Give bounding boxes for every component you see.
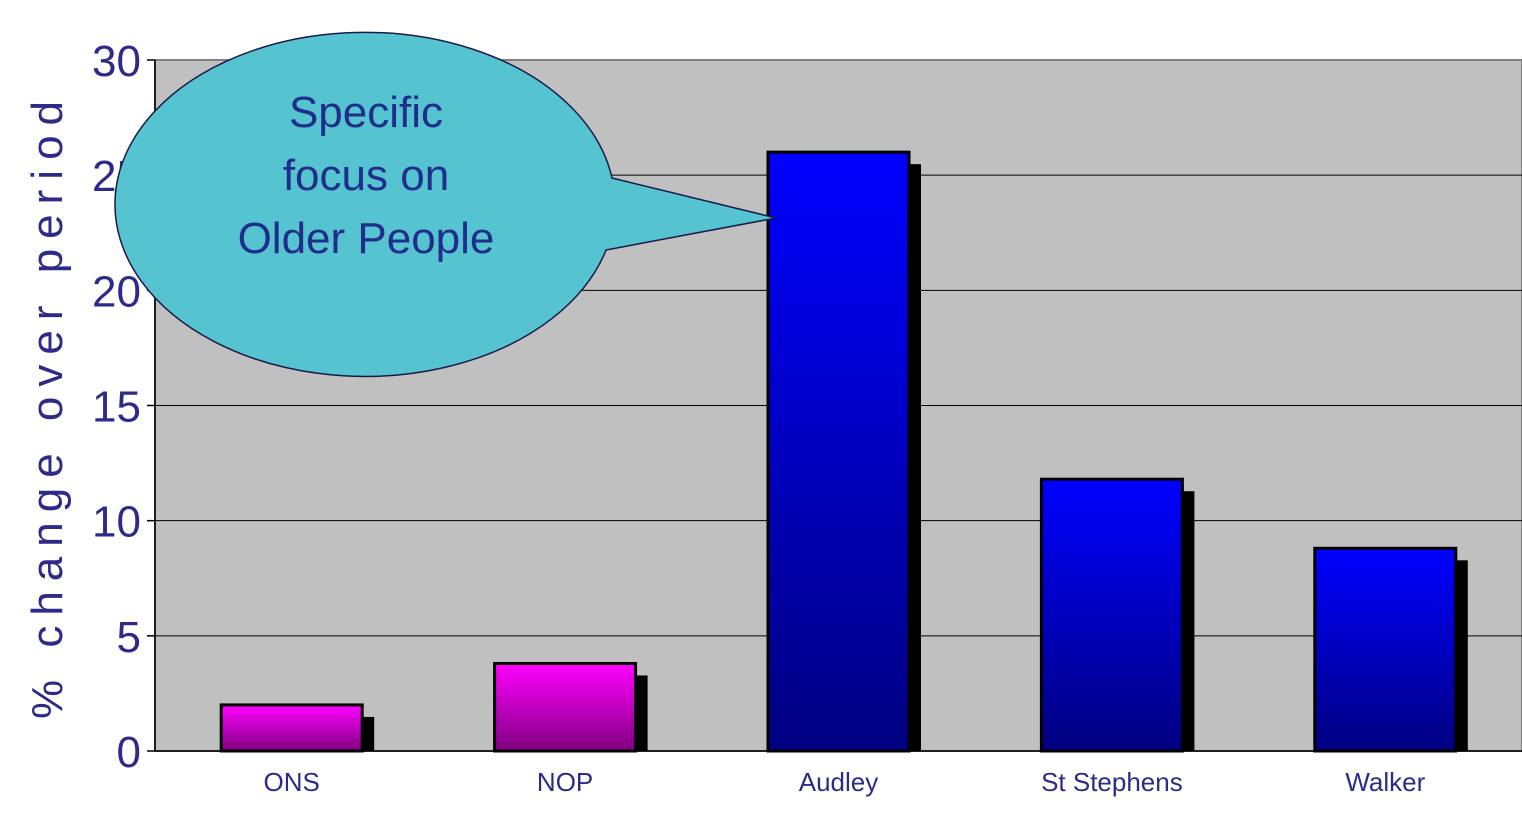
y-tick-label: 10 bbox=[92, 498, 141, 547]
bar-audley bbox=[766, 150, 911, 753]
callout-annotation: Specific focus on Older People bbox=[114, 31, 777, 378]
x-tick-label: Walker bbox=[1345, 767, 1425, 797]
bar-st-stephens bbox=[1039, 477, 1184, 753]
y-tick-label: 5 bbox=[117, 613, 141, 662]
y-tick-label: 20 bbox=[92, 267, 141, 316]
callout-bubble bbox=[114, 31, 777, 378]
callout-line-2: focus on bbox=[283, 151, 449, 200]
y-tick-label: 0 bbox=[117, 728, 141, 777]
y-axis-label: % change over period bbox=[23, 91, 72, 719]
y-tick-label: 30 bbox=[92, 37, 141, 86]
bar-ons bbox=[219, 703, 364, 753]
x-axis-ticks: ONS NOP Audley St Stephens Walker bbox=[264, 767, 1426, 797]
bar-walker bbox=[1313, 546, 1458, 753]
callout-line-3: Older People bbox=[238, 214, 495, 263]
bars bbox=[219, 150, 1458, 753]
x-tick-label: ONS bbox=[264, 767, 320, 797]
x-tick-label: St Stephens bbox=[1041, 767, 1183, 797]
x-tick-label: NOP bbox=[537, 767, 593, 797]
bar-nop bbox=[493, 661, 638, 753]
callout-line-1: Specific bbox=[289, 88, 443, 137]
x-tick-label: Audley bbox=[799, 767, 879, 797]
y-tick-label: 15 bbox=[92, 383, 141, 432]
